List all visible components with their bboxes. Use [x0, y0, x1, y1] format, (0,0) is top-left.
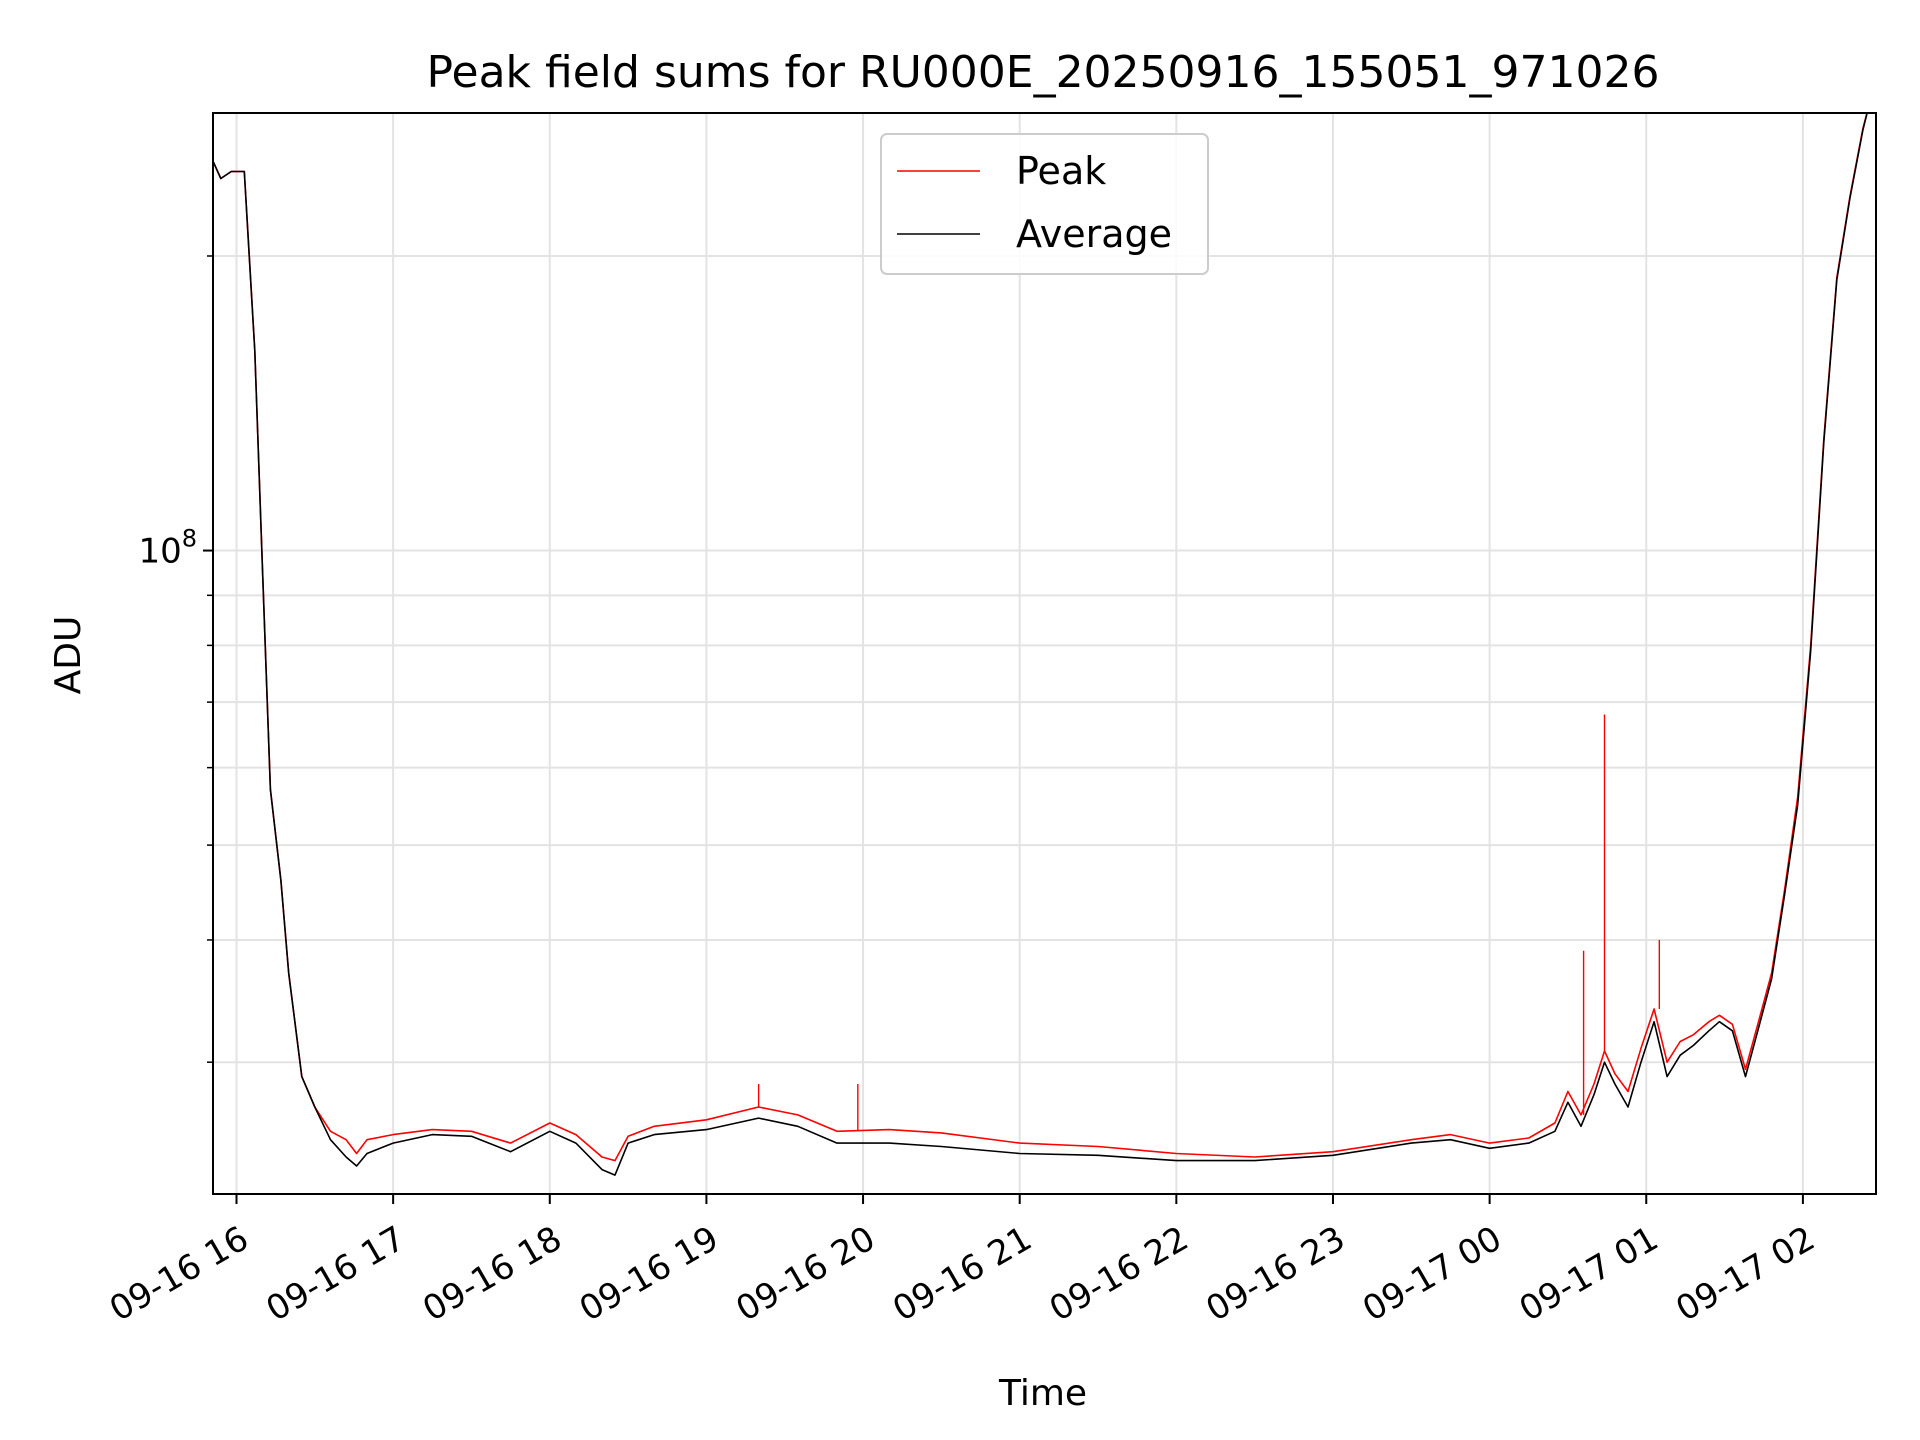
- grid-lines: [213, 113, 1876, 1194]
- series-line-peak: [213, 113, 1868, 1162]
- x-axis-label: Time: [998, 1373, 1087, 1414]
- chart-title: Peak field sums for RU000E_20250916_1550…: [427, 47, 1660, 98]
- legend-average-label: Average: [1016, 212, 1172, 256]
- legend: Peak Average: [880, 133, 1209, 275]
- y-axis-ticks: 108: [138, 255, 213, 1063]
- y-axis-label: ADU: [48, 616, 89, 695]
- legend-peak-label: Peak: [1016, 149, 1106, 193]
- legend-box: [880, 133, 1209, 275]
- series-line-average: [213, 113, 1868, 1176]
- y-tick-label: 108: [138, 525, 197, 572]
- series-layer: [213, 113, 1868, 1176]
- plot-frame: [212, 112, 1877, 1195]
